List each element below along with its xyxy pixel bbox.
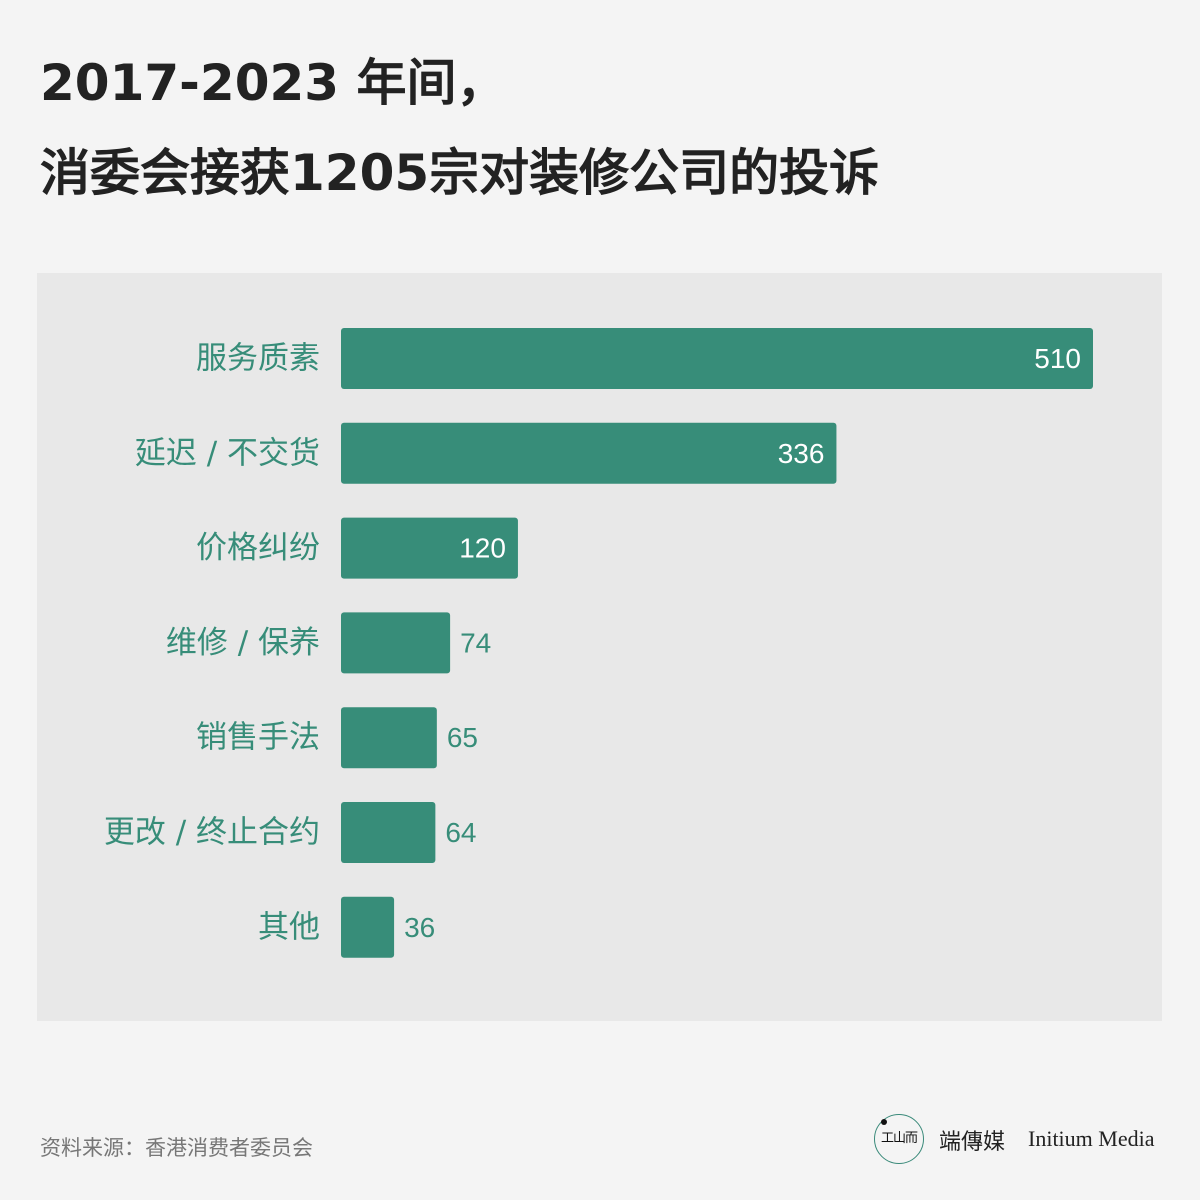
source-note: 资料来源：香港消费者委员会 <box>40 1136 313 1160</box>
bar <box>341 328 1093 389</box>
value-label: 74 <box>460 627 491 658</box>
logo-dot <box>881 1119 887 1125</box>
initium-logo-icon: 工山而 <box>874 1114 924 1164</box>
title-line-1: 2017-2023 年间， <box>40 54 507 112</box>
bar-chart: 服务质素 510 延迟 / 不交货 336 价格纠纷 120 维修 / 保养 74 销售手法 65… <box>104 328 1093 958</box>
value-label: 64 <box>445 817 476 848</box>
value-label: 120 <box>459 533 506 564</box>
category-label: 延迟 / 不交货 <box>135 435 320 471</box>
category-label: 服务质素 <box>196 341 320 377</box>
bar <box>341 517 518 579</box>
bar <box>341 422 837 484</box>
bar <box>341 802 436 863</box>
value-label: 336 <box>778 438 825 469</box>
title-line-2: 消委会接获1205宗对装修公司的投诉 <box>40 144 880 202</box>
value-label: 65 <box>447 722 478 753</box>
category-label: 更改 / 终止合约 <box>104 815 320 851</box>
bar <box>341 612 451 674</box>
category-label: 维修 / 保养 <box>166 625 320 661</box>
chart-panel: 服务质素 510 延迟 / 不交货 336 价格纠纷 120 维修 / 保养 74 销售手法 65… <box>37 273 1162 1021</box>
chart-title: 2017-2023 年间， 消委会接获1205宗对装修公司的投诉 <box>40 38 879 218</box>
value-label: 510 <box>1034 343 1081 374</box>
bar <box>341 707 437 769</box>
brand-name-cn: 端傳媒 <box>939 1130 1006 1155</box>
category-label: 价格纠纷 <box>196 530 320 566</box>
category-label: 销售手法 <box>196 720 320 756</box>
logo-glyph: 工山而 <box>880 1131 918 1146</box>
category-label: 其他 <box>258 909 320 945</box>
brand-name-en: Initium Media <box>1028 1126 1155 1151</box>
bar <box>341 896 395 958</box>
value-label: 36 <box>404 912 435 943</box>
